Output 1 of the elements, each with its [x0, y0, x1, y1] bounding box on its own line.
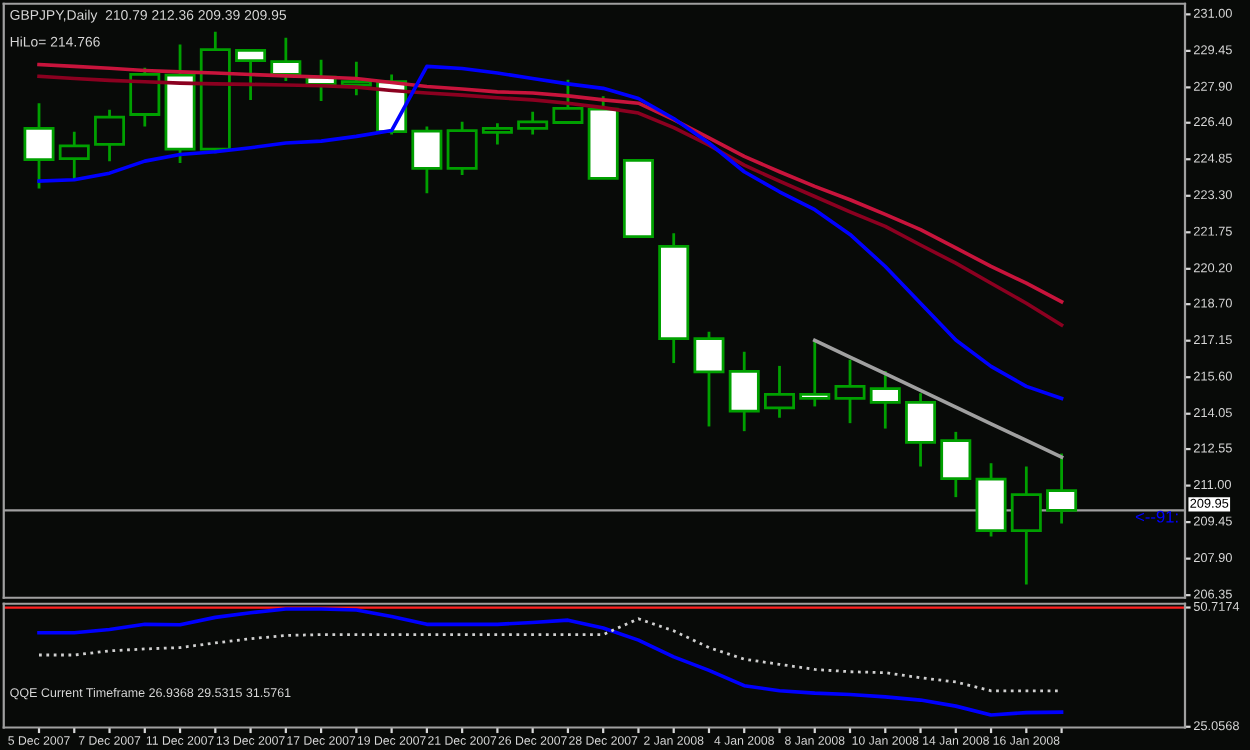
text: <--91:	[1135, 510, 1178, 523]
